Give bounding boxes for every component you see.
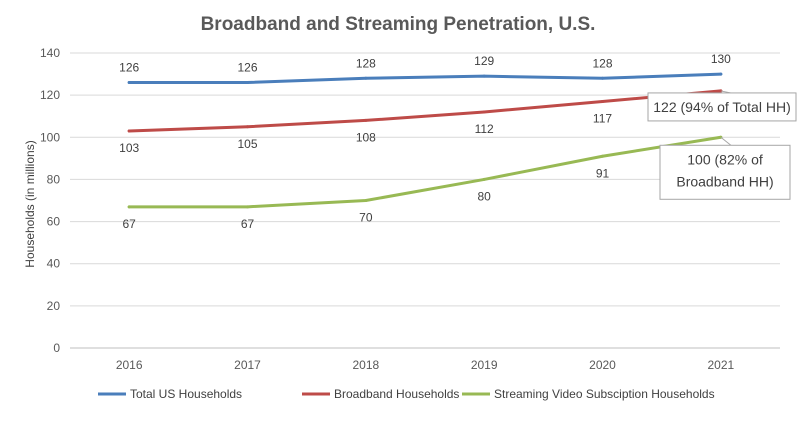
y-tick-label: 0 bbox=[53, 341, 60, 355]
data-point bbox=[364, 199, 368, 202]
x-tick-label: 2020 bbox=[589, 358, 616, 372]
data-label: 130 bbox=[711, 52, 731, 66]
data-point bbox=[719, 72, 723, 76]
data-labels: 126 126 128 129 128 130 103 105 108 112 117 67 67 70 8… bbox=[119, 52, 731, 231]
y-tick-label: 120 bbox=[40, 88, 60, 102]
data-label: 103 bbox=[119, 141, 139, 155]
x-tick-label: 2018 bbox=[352, 358, 379, 372]
data-point bbox=[482, 74, 486, 78]
y-tick-label: 60 bbox=[47, 215, 61, 229]
data-label: 126 bbox=[237, 61, 257, 75]
data-point bbox=[246, 205, 249, 209]
legend-label: Streaming Video Subsciption Households bbox=[494, 387, 715, 401]
data-point bbox=[364, 76, 368, 80]
legend-label: Total US Households bbox=[130, 387, 242, 401]
data-label: 67 bbox=[241, 217, 255, 231]
legend-label: Broadband Households bbox=[334, 387, 459, 401]
data-label: 108 bbox=[356, 130, 376, 144]
series-line bbox=[127, 135, 723, 209]
x-tick-label: 2021 bbox=[707, 358, 734, 372]
x-tick-label: 2017 bbox=[234, 358, 261, 372]
y-axis-label: Households (in millions) bbox=[23, 140, 37, 267]
series-lines bbox=[127, 72, 723, 209]
data-label: 112 bbox=[475, 122, 494, 136]
data-label: 126 bbox=[119, 61, 139, 75]
series-line bbox=[127, 89, 723, 133]
y-axis-ticks: 0 20 40 60 80 100 120 140 bbox=[40, 46, 60, 355]
data-point bbox=[482, 177, 486, 181]
callout-text: 100 (82% of bbox=[687, 151, 763, 167]
callout-text: 122 (94% of Total HH) bbox=[653, 99, 790, 115]
chart-title: Broadband and Streaming Penetration, U.S… bbox=[201, 14, 596, 35]
y-tick-label: 20 bbox=[47, 299, 61, 313]
data-label: 105 bbox=[237, 137, 257, 151]
data-point bbox=[127, 205, 131, 209]
data-point bbox=[246, 81, 249, 84]
data-point bbox=[601, 76, 604, 80]
data-label: 128 bbox=[592, 56, 612, 70]
legend: Total US Households Broadband Households S… bbox=[98, 387, 715, 401]
x-tick-label: 2019 bbox=[471, 358, 498, 372]
data-point bbox=[127, 129, 131, 133]
data-point bbox=[601, 154, 604, 158]
data-label: 129 bbox=[474, 54, 494, 68]
data-point bbox=[601, 99, 604, 103]
gridlines bbox=[70, 52, 780, 349]
data-label: 70 bbox=[359, 211, 373, 225]
data-label: 128 bbox=[356, 56, 376, 70]
y-tick-label: 140 bbox=[40, 46, 60, 60]
callout-box bbox=[659, 144, 791, 200]
data-label: 117 bbox=[593, 111, 612, 125]
callout-text: Broadband HH) bbox=[676, 173, 773, 189]
callout-leader bbox=[720, 136, 732, 146]
data-point bbox=[246, 125, 249, 129]
data-point bbox=[127, 81, 131, 84]
y-tick-label: 80 bbox=[47, 172, 61, 186]
callout-box bbox=[647, 92, 797, 122]
series-line bbox=[127, 72, 723, 84]
y-tick-label: 40 bbox=[47, 257, 61, 271]
y-tick-label: 100 bbox=[40, 130, 60, 144]
data-point bbox=[364, 118, 368, 122]
x-axis-ticks: 2016 2017 2018 2019 2020 2021 bbox=[116, 358, 735, 372]
data-label: 80 bbox=[477, 189, 491, 203]
data-point bbox=[482, 110, 486, 114]
data-label: 91 bbox=[596, 166, 610, 180]
x-tick-label: 2016 bbox=[116, 358, 143, 372]
callouts: 122 (94% of Total HH) 100 (82% of Broadban… bbox=[647, 90, 797, 200]
data-label: 67 bbox=[122, 217, 136, 231]
